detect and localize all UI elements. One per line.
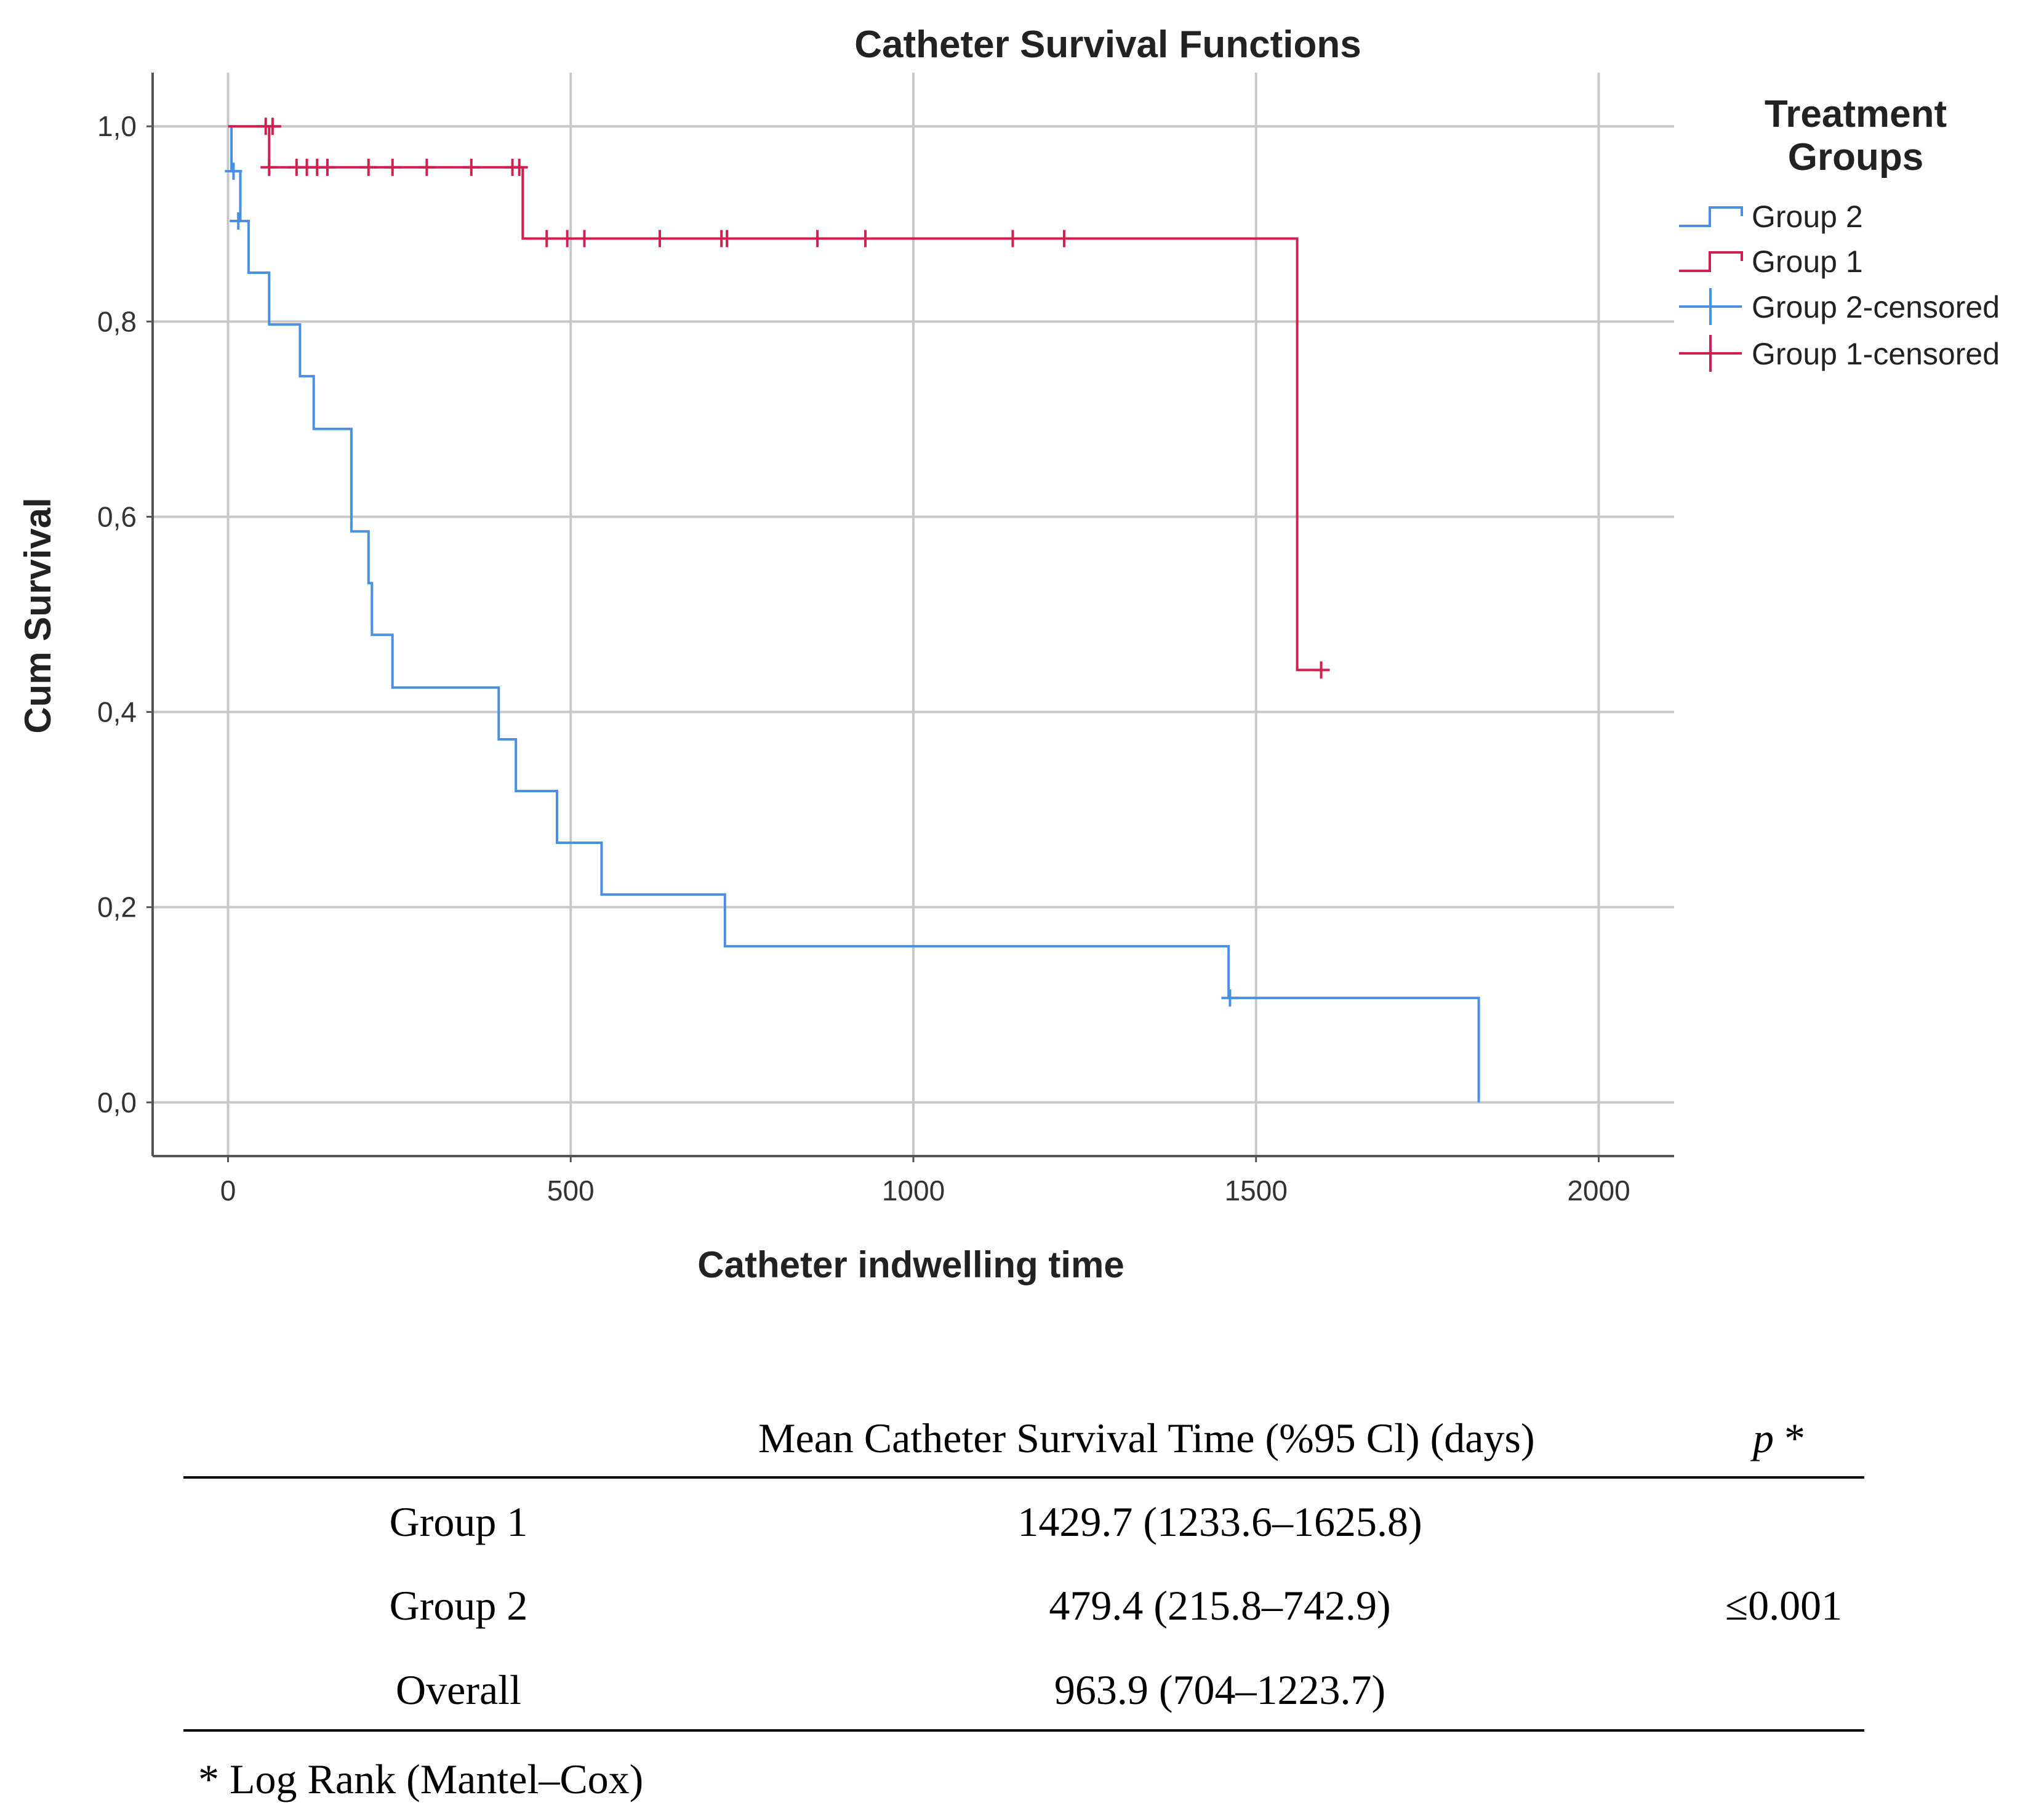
censor-mark-group-1 (359, 158, 377, 176)
y-tick-label: 0,4 (97, 696, 137, 728)
y-tick-label: 0,8 (97, 305, 137, 337)
legend-label: Group 2 (1752, 199, 1863, 234)
censor-mark-group-1 (1055, 230, 1073, 247)
censor-mark-group-1 (462, 158, 480, 176)
censor-mark-group-1 (383, 158, 401, 176)
censor-mark-group-1 (263, 118, 281, 135)
censor-mark-group-1 (318, 158, 336, 176)
legend-item-group-1: Group 1 (1679, 244, 1863, 279)
table-row-group-1-label: Group 1 (389, 1498, 528, 1545)
legend-item-group-1-censored: Group 1-censored (1679, 335, 2000, 372)
censor-mark-group-2 (230, 212, 247, 230)
grid-lines (153, 73, 1674, 1156)
table-bottom-rule (183, 1729, 1864, 1732)
censor-mark-group-1 (260, 158, 278, 176)
table-row-overall-value: 963.9 (704–1223.7) (1054, 1666, 1386, 1713)
legend-title-line2: Groups (1788, 136, 1923, 179)
x-tick-label: 0 (220, 1175, 236, 1207)
series-line-group-2 (228, 125, 1480, 1103)
legend-step-swatch (1679, 206, 1743, 227)
y-tick-label: 0,2 (97, 891, 137, 923)
legend-items: Group 2 Group 1 Group 2-censored Group 1-ce… (1679, 199, 2000, 372)
table-row-group-2-value: 479.4 (215.8–742.9) (1049, 1582, 1391, 1629)
censor-mark-group-1 (538, 230, 556, 247)
x-tick-label: 2000 (1567, 1175, 1630, 1207)
axes (146, 73, 1674, 1162)
table-header-p: p * (1753, 1417, 1805, 1459)
table-header-p-label: p (1753, 1415, 1774, 1461)
censor-mark-group-2 (225, 163, 242, 180)
legend-item-group-2-censored: Group 2-censored (1679, 288, 2000, 325)
table-header-mean-survival: Mean Catheter Survival Time (%95 Cl) (da… (758, 1415, 1535, 1461)
censor-mark-group-1 (558, 230, 576, 247)
table-top-rule (183, 1476, 1864, 1479)
legend-title-line1: Treatment (1765, 93, 1947, 135)
censor-mark-group-2 (1221, 989, 1239, 1007)
censor-mark-group-1 (651, 230, 668, 247)
x-tick-label: 1500 (1225, 1175, 1288, 1207)
table-p-value: ≤0.001 (1725, 1582, 1843, 1629)
censor-mark-group-1 (418, 158, 436, 176)
table-header-p-asterisk: * (1774, 1415, 1805, 1461)
tick-labels: 0 500 1000 1500 2000 0,0 0,2 0,4 0,6 0,8 1,0 (97, 110, 1630, 1207)
censor-mark-group-1 (510, 158, 528, 176)
censor-mark-group-1 (809, 230, 827, 247)
table-footnote: * Log Rank (Mantel–Cox) (198, 1756, 644, 1802)
y-tick-label: 0,0 (97, 1087, 137, 1119)
legend-item-group-2: Group 2 (1679, 199, 1863, 234)
censor-mark-group-1 (1312, 661, 1330, 679)
table-row-group-2-label: Group 2 (389, 1582, 528, 1629)
x-tick-label: 500 (547, 1175, 595, 1207)
censor-mark-group-1 (575, 230, 593, 247)
series-line-group-1 (228, 125, 1321, 672)
y-tick-label: 0,6 (97, 500, 137, 532)
legend-label: Group 2-censored (1752, 290, 2000, 324)
x-axis-label: Catheter indwelling time (697, 1244, 1124, 1285)
chart-title: Catheter Survival Functions (854, 23, 1361, 66)
legend-label: Group 1-censored (1752, 337, 2000, 371)
y-tick-label: 1,0 (97, 110, 137, 142)
censor-marks (225, 118, 1330, 1007)
censor-mark-group-1 (857, 230, 875, 247)
legend: Treatment Groups Group 2 Group 1 Group 2-c… (1679, 93, 2000, 372)
table-row-group-1-value: 1429.7 (1233.6–1625.8) (1017, 1498, 1422, 1545)
legend-label: Group 1 (1752, 244, 1863, 279)
censor-mark-group-1 (1004, 230, 1022, 247)
censor-mark-group-1 (718, 230, 736, 247)
y-axis-label: Cum Survival (17, 497, 58, 733)
x-tick-label: 1000 (882, 1175, 945, 1207)
series-lines (228, 125, 1480, 1103)
table-row-overall-label: Overall (396, 1666, 521, 1713)
legend-step-swatch (1679, 251, 1743, 272)
